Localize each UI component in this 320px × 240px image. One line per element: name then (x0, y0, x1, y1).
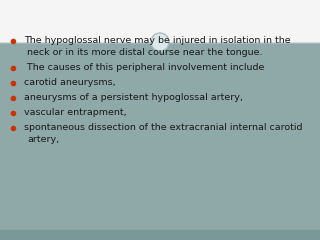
Text: spontaneous dissection of the extracranial internal carotid: spontaneous dissection of the extracrani… (24, 123, 302, 132)
Circle shape (11, 39, 16, 44)
Bar (0, 230, 320, 240)
Text: aneurysms of a persistent hypoglossal artery,: aneurysms of a persistent hypoglossal ar… (24, 93, 243, 102)
Bar (0, 0, 320, 42)
Text: vascular entrapment,: vascular entrapment, (24, 108, 127, 117)
Circle shape (11, 81, 16, 86)
Circle shape (11, 111, 16, 116)
Text: The hypoglossal nerve may be injured in isolation in the: The hypoglossal nerve may be injured in … (24, 36, 291, 45)
Circle shape (11, 126, 16, 131)
Circle shape (11, 66, 16, 71)
Text: neck or in its more distal course near the tongue.: neck or in its more distal course near t… (27, 48, 263, 57)
Text: carotid aneurysms,: carotid aneurysms, (24, 78, 116, 87)
Circle shape (11, 96, 16, 101)
Text: artery,: artery, (27, 135, 59, 144)
Circle shape (151, 33, 169, 51)
Text: The causes of this peripheral involvement include: The causes of this peripheral involvemen… (24, 63, 264, 72)
